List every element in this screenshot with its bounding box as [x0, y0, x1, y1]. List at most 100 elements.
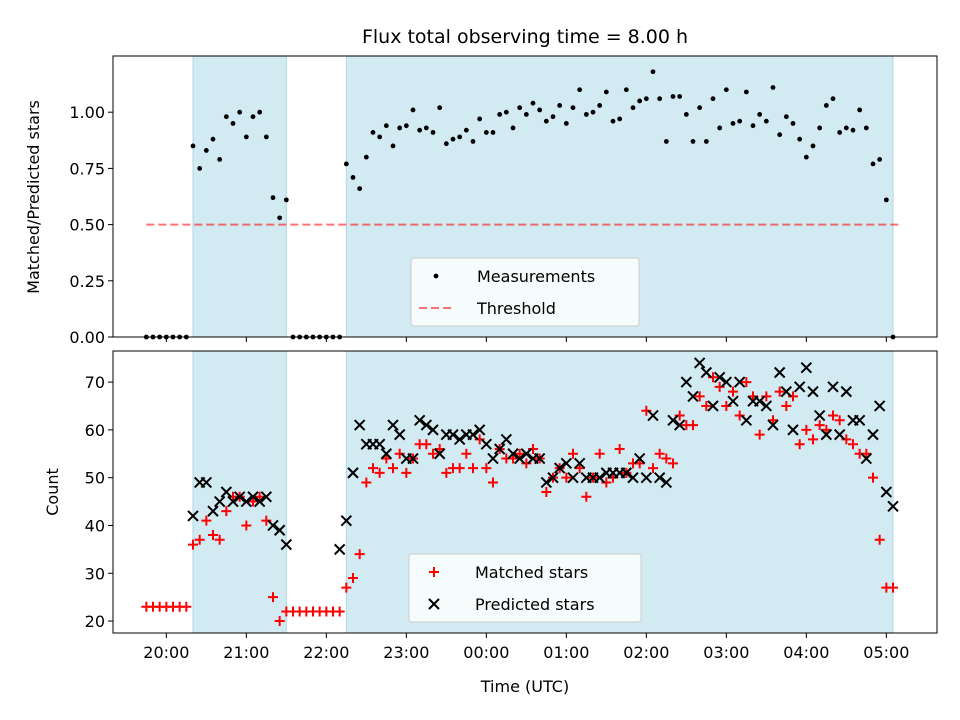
matched-star-point [541, 487, 552, 497]
measurement-point [603, 89, 609, 95]
predicted-star-point [420, 419, 433, 431]
measurement-point [230, 121, 236, 126]
predicted-star-point [767, 419, 779, 431]
matched-star-point [341, 582, 352, 593]
measurement-point [250, 114, 256, 120]
x-tick-label: 03:00 [703, 643, 749, 662]
matched-star-point [474, 434, 485, 445]
matched-star-point [368, 463, 378, 474]
predicted-star-point [220, 486, 233, 498]
x-tick-label: 04:00 [783, 643, 829, 662]
measurement-point [637, 98, 643, 104]
matched-star-point [434, 443, 445, 454]
predicted-star-point [740, 414, 753, 427]
matched-star-point [688, 420, 698, 431]
matched-star-point [814, 420, 825, 431]
matched-star-point [808, 434, 818, 445]
matched-star-point [354, 549, 365, 560]
legend-measurement-marker [433, 273, 439, 279]
matched-star-point [461, 448, 472, 459]
predicted-star-point [427, 424, 439, 436]
measurement-point [717, 125, 723, 131]
predicted-star-point [560, 457, 573, 470]
measurement-point [590, 109, 596, 115]
matched-star-point [574, 463, 585, 474]
y-tick-label: 50 [85, 469, 105, 488]
measurement-point [663, 139, 669, 144]
matched-star-point [888, 582, 898, 593]
predicted-star-point [447, 428, 459, 441]
measurement-point [423, 125, 429, 131]
matched-star-point [828, 410, 838, 421]
predicted-star-point [667, 414, 679, 427]
matched-star-point [348, 573, 358, 584]
predicted-star-point [887, 500, 899, 513]
count-panel-frame [112, 350, 938, 634]
matched-star-point [721, 400, 732, 411]
matched-star-point [754, 429, 765, 440]
matched-star-point [521, 458, 532, 469]
measurement-point [550, 114, 556, 120]
measurement-point [190, 143, 196, 149]
measurement-point [870, 161, 876, 167]
predicted-star-point [647, 409, 659, 422]
matched-star-point [821, 424, 832, 435]
count-panel-series [141, 357, 899, 627]
matched-star-point [694, 391, 705, 402]
predicted-star-point [380, 448, 393, 460]
predicted-star-point [687, 390, 699, 403]
x-axis-label: Time (UTC) [480, 677, 569, 696]
predicted-star-point [260, 491, 273, 503]
matched-star-point [481, 463, 492, 474]
predicted-star-point [500, 433, 513, 446]
predicted-star-point [240, 495, 253, 508]
measurement-point [730, 121, 736, 126]
y-tick-label: 1.00 [69, 103, 105, 122]
matched-star-point [728, 386, 738, 397]
predicted-star-point [280, 538, 293, 551]
matched-star-point [208, 530, 218, 541]
predicted-star-point [793, 381, 806, 393]
matched-star-point [261, 515, 272, 526]
measurement-point [530, 100, 536, 106]
matched-star-point [181, 601, 192, 612]
predicted-star-point [753, 395, 766, 407]
predicted-star-point [800, 362, 813, 374]
measurement-point [370, 130, 376, 135]
measurement-point [703, 139, 709, 144]
legend-box [408, 553, 642, 623]
measurement-point [497, 112, 503, 117]
measurement-point [430, 130, 436, 135]
measurement-point [203, 148, 209, 153]
measurement-point [723, 87, 729, 93]
matched-star-point [508, 453, 518, 464]
predicted-star-point [267, 519, 279, 532]
y-tick-label: 30 [85, 564, 105, 583]
matched-star-point [188, 539, 198, 550]
measurement-point [223, 114, 229, 120]
predicted-star-point [540, 476, 553, 489]
measurement-point [770, 85, 776, 90]
matched-star-point [248, 496, 258, 507]
predicted-star-point [507, 448, 519, 460]
y-tick-label: 40 [85, 516, 105, 535]
predicted-star-point [840, 385, 853, 398]
matched-star-point [788, 391, 798, 402]
predicted-star-point [813, 409, 826, 422]
measurement-point [823, 103, 829, 108]
predicted-star-point [553, 462, 566, 474]
predicted-star-point [640, 471, 653, 484]
matched-star-point [334, 606, 345, 617]
matched-star-point [421, 439, 432, 450]
series-predicted-stars [187, 357, 899, 556]
count-panel: 20 30 40 50 60 70 20:00 21:00 22:00 23:00 00:00 01… [43, 350, 938, 696]
predicted-star-point [233, 491, 246, 503]
matched-star-point [874, 534, 885, 545]
measurement-point [510, 125, 516, 131]
matched-star-point [268, 592, 278, 603]
predicted-star-point [833, 428, 846, 441]
measurement-point [390, 143, 396, 149]
measurement-point [357, 186, 363, 192]
ratio-panel-x-ticks [165, 337, 887, 342]
measurement-point [450, 136, 456, 142]
